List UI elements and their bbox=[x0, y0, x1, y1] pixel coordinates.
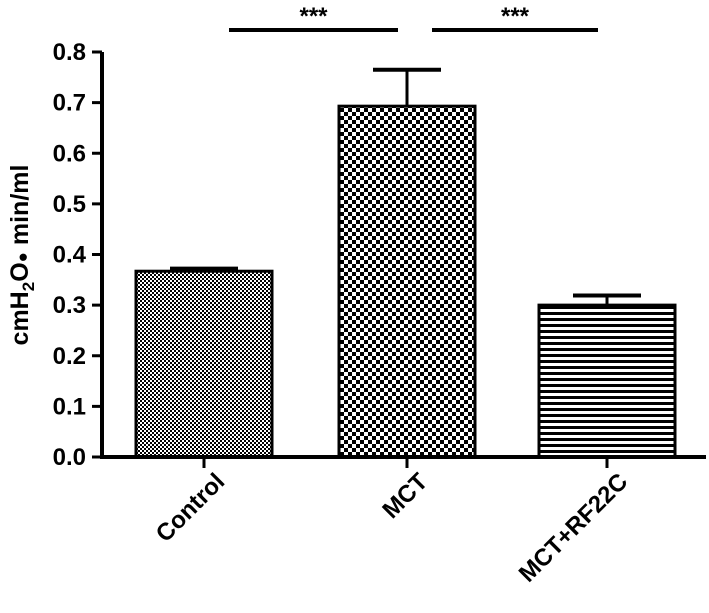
significance-label: *** bbox=[299, 3, 328, 30]
y-tick-label: 0.0 bbox=[53, 444, 86, 471]
error-bars bbox=[170, 67, 641, 306]
y-tick-label: 0.5 bbox=[53, 191, 86, 218]
y-tick-label: 0.2 bbox=[53, 343, 86, 370]
x-tick-label: MCT+RF22C bbox=[514, 468, 634, 588]
y-tick-label: 0.8 bbox=[53, 39, 86, 66]
y-axis-label: cmH2O● min/ml bbox=[6, 165, 38, 346]
bars bbox=[134, 104, 677, 459]
y-axis-label-suffix: min/ml bbox=[6, 165, 34, 253]
y-tick-label: 0.1 bbox=[53, 393, 86, 420]
y-axis-label-prefix: cmH bbox=[6, 291, 34, 345]
y-axis: 0.0 0.1 0.2 0.3 0.4 0.5 0.6 0.7 0.8 bbox=[53, 39, 104, 471]
bar-mct-rf22c bbox=[537, 303, 677, 459]
x-tick-label: Control bbox=[151, 468, 230, 547]
y-axis-label-middle: O bbox=[6, 262, 34, 281]
y-tick-label: 0.7 bbox=[53, 90, 86, 117]
y-tick-label: 0.4 bbox=[53, 242, 87, 269]
x-tick-label: MCT bbox=[377, 468, 433, 524]
bar-mct bbox=[337, 104, 477, 459]
y-tick-label: 0.6 bbox=[53, 140, 86, 167]
y-axis-label-bullet: ● bbox=[13, 252, 32, 262]
y-axis-label-subscript: 2 bbox=[19, 282, 38, 291]
y-tick-label: 0.3 bbox=[53, 292, 86, 319]
x-axis: Control MCT MCT+RF22C bbox=[100, 455, 706, 588]
bar-control bbox=[134, 269, 274, 459]
significance-label: *** bbox=[501, 3, 530, 30]
significance-markers: *** *** bbox=[229, 3, 598, 32]
